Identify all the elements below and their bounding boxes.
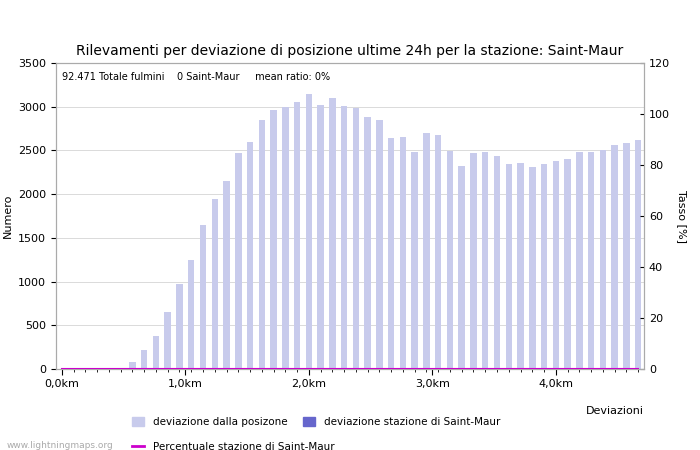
Bar bbox=[317, 105, 324, 369]
Bar bbox=[470, 153, 477, 369]
Bar bbox=[505, 163, 512, 369]
Bar bbox=[199, 225, 206, 369]
Bar bbox=[282, 107, 288, 369]
Bar bbox=[211, 198, 218, 369]
Bar bbox=[294, 102, 300, 369]
Bar bbox=[388, 138, 394, 369]
Bar bbox=[600, 149, 606, 369]
Y-axis label: Numero: Numero bbox=[3, 194, 13, 238]
Bar bbox=[365, 117, 371, 369]
Bar bbox=[188, 260, 195, 369]
Bar bbox=[435, 135, 442, 369]
Bar bbox=[306, 94, 312, 369]
Bar bbox=[141, 350, 148, 369]
Bar bbox=[517, 162, 524, 369]
Bar bbox=[635, 140, 641, 369]
Bar bbox=[329, 98, 335, 369]
Bar bbox=[623, 143, 629, 369]
Bar bbox=[223, 181, 230, 369]
Legend: Percentuale stazione di Saint-Maur: Percentuale stazione di Saint-Maur bbox=[132, 441, 334, 450]
Bar bbox=[270, 110, 276, 369]
Bar bbox=[458, 166, 465, 369]
Bar bbox=[353, 108, 359, 369]
Bar bbox=[576, 152, 582, 369]
Bar bbox=[529, 167, 536, 369]
Y-axis label: Tasso [%]: Tasso [%] bbox=[677, 189, 687, 243]
Bar bbox=[153, 336, 159, 369]
Bar bbox=[376, 120, 383, 369]
Bar bbox=[541, 163, 547, 369]
Text: www.lightningmaps.org: www.lightningmaps.org bbox=[7, 441, 113, 450]
Bar bbox=[341, 106, 347, 369]
Bar bbox=[412, 152, 418, 369]
Bar bbox=[247, 142, 253, 369]
Bar bbox=[130, 362, 136, 369]
Bar bbox=[552, 161, 559, 369]
Bar bbox=[176, 284, 183, 369]
Bar bbox=[424, 133, 430, 369]
Bar bbox=[482, 152, 489, 369]
Title: Rilevamenti per deviazione di posizione ultime 24h per la stazione: Saint-Maur: Rilevamenti per deviazione di posizione … bbox=[76, 44, 624, 58]
Bar bbox=[258, 120, 265, 369]
Bar bbox=[588, 152, 594, 369]
Text: 92.471 Totale fulmini    0 Saint-Maur     mean ratio: 0%: 92.471 Totale fulmini 0 Saint-Maur mean … bbox=[62, 72, 330, 82]
Bar bbox=[564, 159, 570, 369]
Bar bbox=[611, 145, 618, 369]
Bar bbox=[164, 312, 171, 369]
Bar bbox=[447, 151, 453, 369]
Bar bbox=[494, 156, 500, 369]
Bar bbox=[235, 153, 241, 369]
Bar bbox=[400, 137, 406, 369]
Bar bbox=[94, 368, 100, 369]
Text: Deviazioni: Deviazioni bbox=[586, 406, 644, 416]
